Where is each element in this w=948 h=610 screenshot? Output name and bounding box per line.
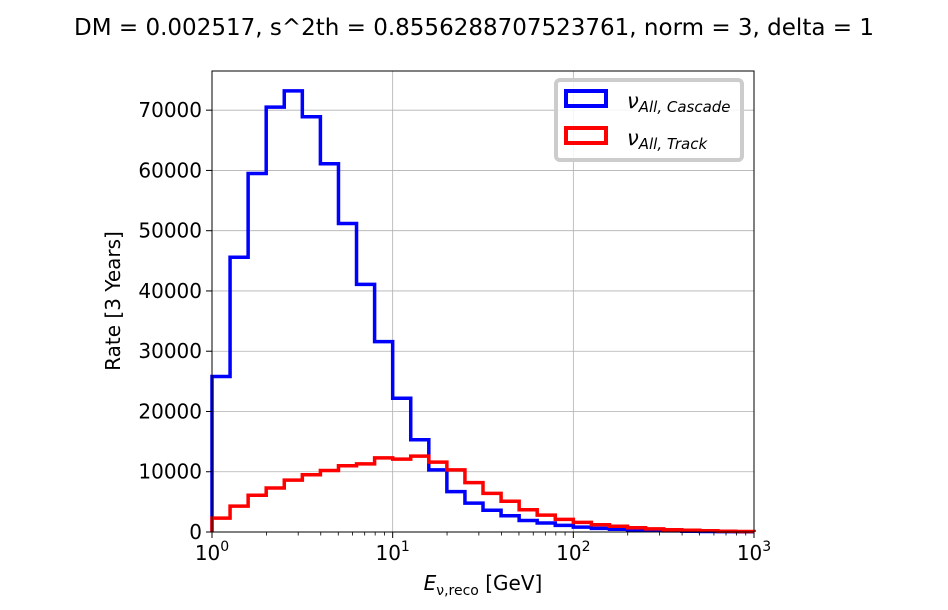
legend-box bbox=[554, 78, 744, 162]
y-axis: 0 10000 20000 30000 40000 50000 60000 70000 bbox=[138, 98, 212, 544]
series-layer bbox=[210, 89, 756, 534]
series-track-step-line bbox=[210, 454, 756, 534]
x-axis: 100 101 102 103 bbox=[195, 532, 771, 565]
y-tick-label: 60000 bbox=[138, 158, 202, 182]
y-axis-label: Rate [3 Years] bbox=[101, 231, 125, 371]
chart-title: DM = 0.002517, s^2th = 0.855628870752376… bbox=[74, 15, 874, 41]
legend-swatch-track bbox=[564, 126, 608, 145]
legend-label-track-main: ν bbox=[627, 126, 639, 150]
x-axis-label-main: E bbox=[424, 571, 437, 595]
legend-label-track-sub: All, Track bbox=[638, 135, 709, 153]
y-tick-label: 0 bbox=[189, 520, 202, 544]
x-tick-label: 101 bbox=[375, 539, 409, 565]
x-tick-label: 100 bbox=[195, 539, 229, 565]
legend-swatch-cascade bbox=[564, 89, 608, 108]
y-tick-label: 50000 bbox=[138, 219, 202, 243]
legend-label-cascade-main: ν bbox=[627, 89, 639, 113]
x-axis-label: Eν,reco [GeV] bbox=[424, 571, 543, 599]
x-tick-label: 102 bbox=[556, 539, 590, 565]
y-tick-label: 40000 bbox=[138, 279, 202, 303]
legend: νAll, Cascade νAll, Track bbox=[554, 78, 744, 162]
y-tick-label: 10000 bbox=[138, 460, 202, 484]
y-tick-label: 20000 bbox=[138, 399, 202, 423]
y-tick-label: 30000 bbox=[138, 339, 202, 363]
x-axis-label-sub: ν,reco bbox=[436, 583, 479, 599]
legend-label-cascade: νAll, Cascade bbox=[627, 89, 731, 116]
y-tick-label: 70000 bbox=[138, 98, 202, 122]
legend-label-track: νAll, Track bbox=[627, 126, 708, 153]
x-axis-label-unit: [GeV] bbox=[479, 571, 542, 595]
legend-label-cascade-sub: All, Cascade bbox=[638, 98, 731, 116]
x-tick-label: 103 bbox=[737, 539, 771, 565]
plot-frame bbox=[211, 70, 755, 533]
